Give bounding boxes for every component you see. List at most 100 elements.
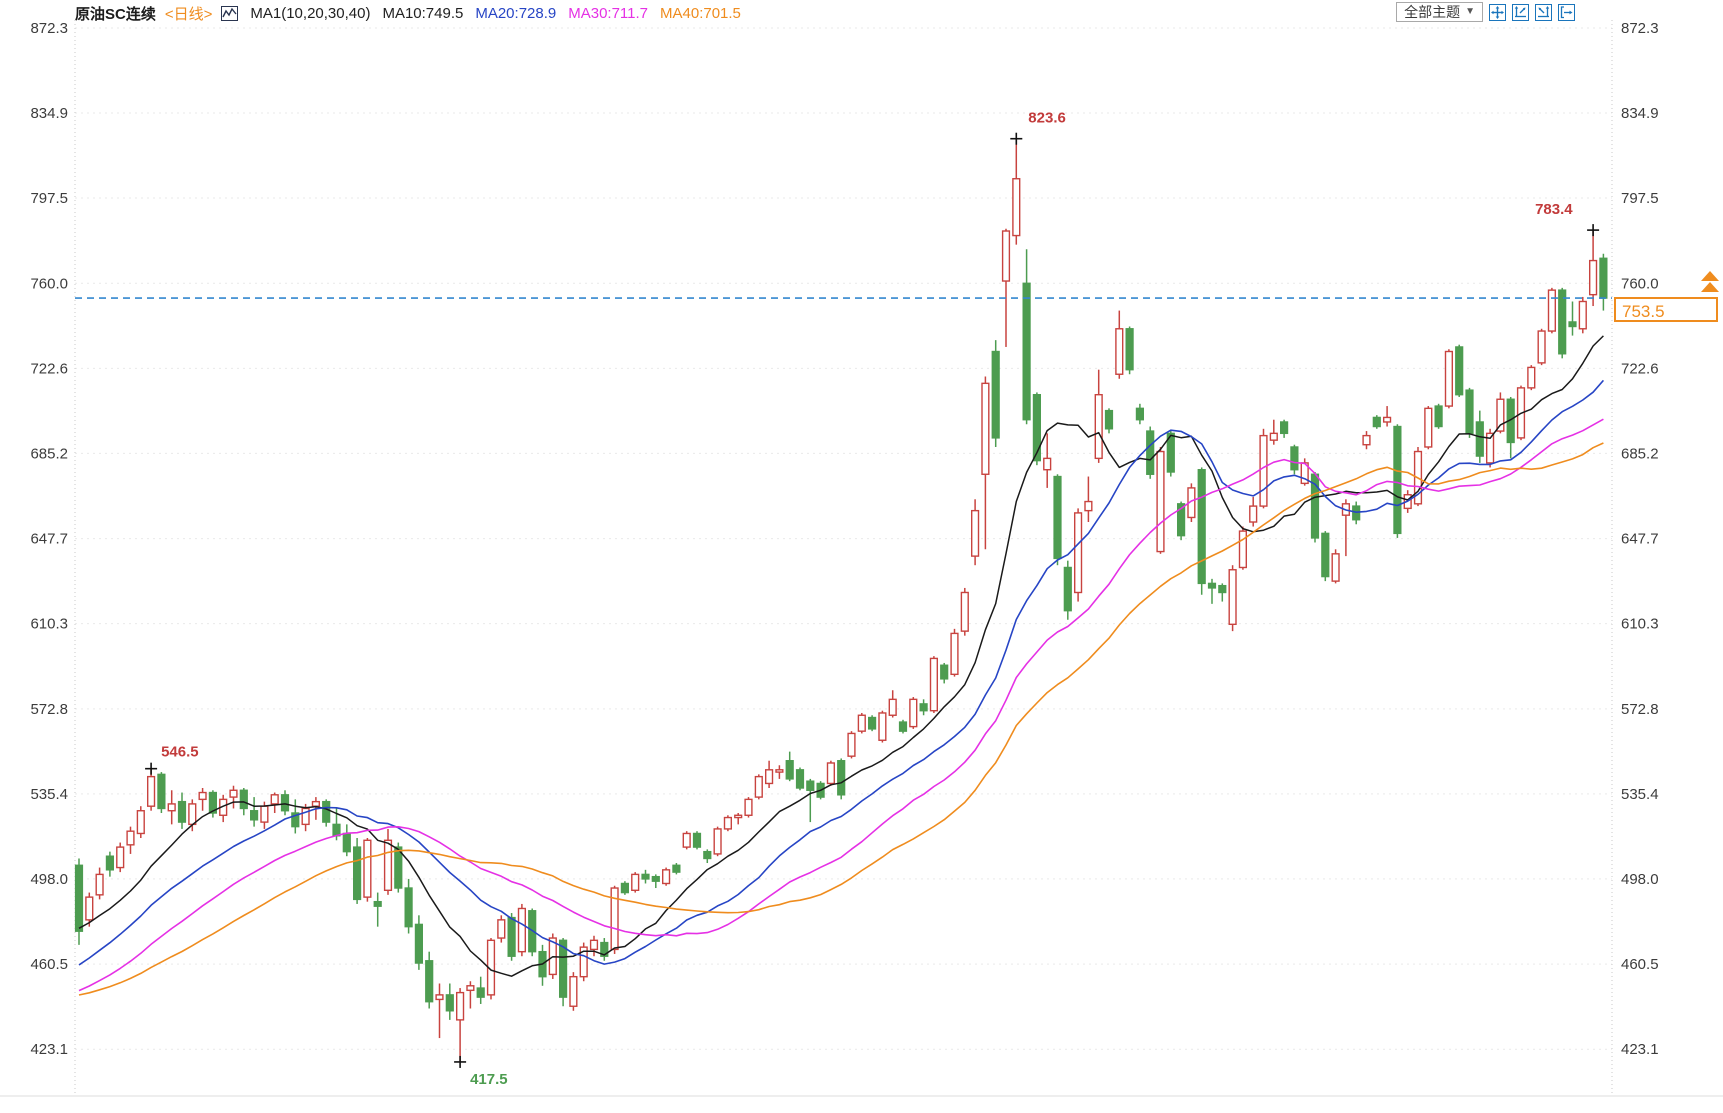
price-tick-label-right: 647.7 bbox=[1621, 531, 1659, 548]
axis-scale-left-icon[interactable] bbox=[1512, 3, 1529, 21]
candle-down bbox=[105, 855, 115, 871]
candle-down bbox=[898, 721, 908, 732]
candle-down bbox=[249, 810, 259, 821]
candle-down bbox=[291, 812, 300, 828]
ma40-line bbox=[78, 442, 1604, 996]
chart-line-icon[interactable] bbox=[221, 6, 239, 21]
candle-up bbox=[116, 846, 125, 869]
candle-up bbox=[826, 762, 836, 785]
ma20-value: MA20:728.9 bbox=[475, 5, 557, 22]
candle-down bbox=[1434, 405, 1443, 428]
candle-up bbox=[662, 869, 671, 885]
candle-up bbox=[1527, 366, 1536, 389]
candle-down bbox=[1125, 328, 1134, 371]
shift-right-icon[interactable] bbox=[1558, 3, 1575, 21]
candle-up bbox=[909, 698, 918, 728]
candle-down bbox=[332, 823, 341, 837]
candle-down bbox=[703, 850, 712, 860]
price-tick-label-right: 572.8 bbox=[1621, 701, 1659, 718]
candle-down bbox=[157, 773, 166, 810]
candle-up bbox=[167, 803, 176, 812]
candle-up bbox=[569, 975, 578, 1007]
candle-down bbox=[1063, 566, 1072, 612]
candle-down bbox=[1053, 475, 1062, 560]
candle-up bbox=[1001, 230, 1011, 282]
candle-down bbox=[1393, 425, 1402, 535]
candle-down bbox=[445, 994, 454, 1012]
candle-down bbox=[414, 923, 424, 964]
price-tick-label-left: 685.2 bbox=[30, 445, 68, 462]
candle-down bbox=[1197, 469, 1206, 585]
candle-up bbox=[260, 805, 269, 823]
candle-down bbox=[1135, 407, 1145, 421]
ma10-line bbox=[78, 335, 1604, 977]
candle-up bbox=[1269, 432, 1278, 441]
candle-up bbox=[734, 814, 743, 819]
price-tick-label-left: 834.9 bbox=[30, 105, 68, 122]
candle-up bbox=[754, 775, 763, 798]
candle-up bbox=[1578, 300, 1587, 330]
candle-up bbox=[229, 789, 238, 798]
candle-down bbox=[868, 716, 877, 730]
candle-up bbox=[517, 907, 527, 953]
axis-scale-right-icon[interactable] bbox=[1535, 3, 1552, 21]
price-tick-label-right: 460.5 bbox=[1621, 956, 1659, 973]
candle-down bbox=[1279, 421, 1289, 435]
ma40-value: MA40:701.5 bbox=[660, 5, 741, 22]
candle-up bbox=[198, 791, 207, 801]
candle-up bbox=[878, 712, 887, 741]
candle-up bbox=[1012, 178, 1021, 237]
candle-down bbox=[373, 900, 382, 907]
candle-down bbox=[1475, 421, 1484, 457]
ma20-line bbox=[78, 379, 1605, 966]
extreme-price-label: 417.5 bbox=[470, 1071, 508, 1088]
candle-down bbox=[342, 832, 351, 853]
candle-down bbox=[620, 882, 630, 894]
candle-down bbox=[919, 703, 928, 712]
price-tick-label-right: 685.2 bbox=[1621, 445, 1659, 462]
theme-dropdown[interactable]: 全部主题 ▼ bbox=[1396, 2, 1483, 22]
ma30-value: MA30:711.7 bbox=[568, 5, 649, 22]
candle-down bbox=[425, 960, 434, 1003]
candle-up bbox=[1382, 416, 1392, 423]
candle-down bbox=[837, 760, 846, 796]
price-tick-label-right: 535.4 bbox=[1621, 786, 1659, 803]
candle-down bbox=[353, 846, 362, 901]
price-tick-label-left: 498.0 bbox=[30, 871, 68, 888]
candle-down bbox=[507, 916, 516, 957]
candle-up bbox=[888, 698, 897, 716]
price-tick-label-right: 610.3 bbox=[1621, 616, 1659, 633]
candle-up bbox=[270, 794, 279, 805]
candle-down bbox=[1207, 582, 1217, 589]
candle-up bbox=[1485, 432, 1495, 464]
candle-up bbox=[188, 803, 197, 826]
candle-up bbox=[847, 732, 856, 757]
candle-down bbox=[1558, 289, 1567, 355]
price-tick-label-left: 797.5 bbox=[30, 190, 68, 207]
price-tick-label-left: 610.3 bbox=[30, 616, 68, 633]
candle-down bbox=[404, 887, 413, 928]
candle-down bbox=[1032, 393, 1042, 462]
candle-down bbox=[672, 864, 681, 873]
candle-up bbox=[85, 896, 94, 921]
price-tick-label-left: 460.5 bbox=[30, 956, 68, 973]
candle-down bbox=[991, 350, 1000, 439]
candle-up bbox=[723, 816, 733, 830]
extreme-price-label: 823.6 bbox=[1028, 110, 1066, 127]
candle-down bbox=[1465, 389, 1474, 435]
candle-up bbox=[929, 657, 939, 712]
candle-up bbox=[1073, 512, 1083, 594]
candle-down bbox=[394, 846, 403, 889]
ma10-value: MA10:749.5 bbox=[382, 5, 464, 22]
pan-icon[interactable] bbox=[1489, 3, 1506, 21]
candle-up bbox=[311, 800, 321, 807]
candle-down bbox=[1104, 409, 1114, 430]
chart-toolbar: 全部主题 ▼ bbox=[1396, 2, 1575, 22]
candle-up bbox=[95, 873, 104, 896]
candle-down bbox=[1290, 446, 1299, 471]
candle-down bbox=[1455, 346, 1464, 396]
candle-down bbox=[1022, 282, 1031, 421]
price-tick-label-left: 572.8 bbox=[30, 701, 68, 718]
candle-down bbox=[651, 875, 660, 882]
